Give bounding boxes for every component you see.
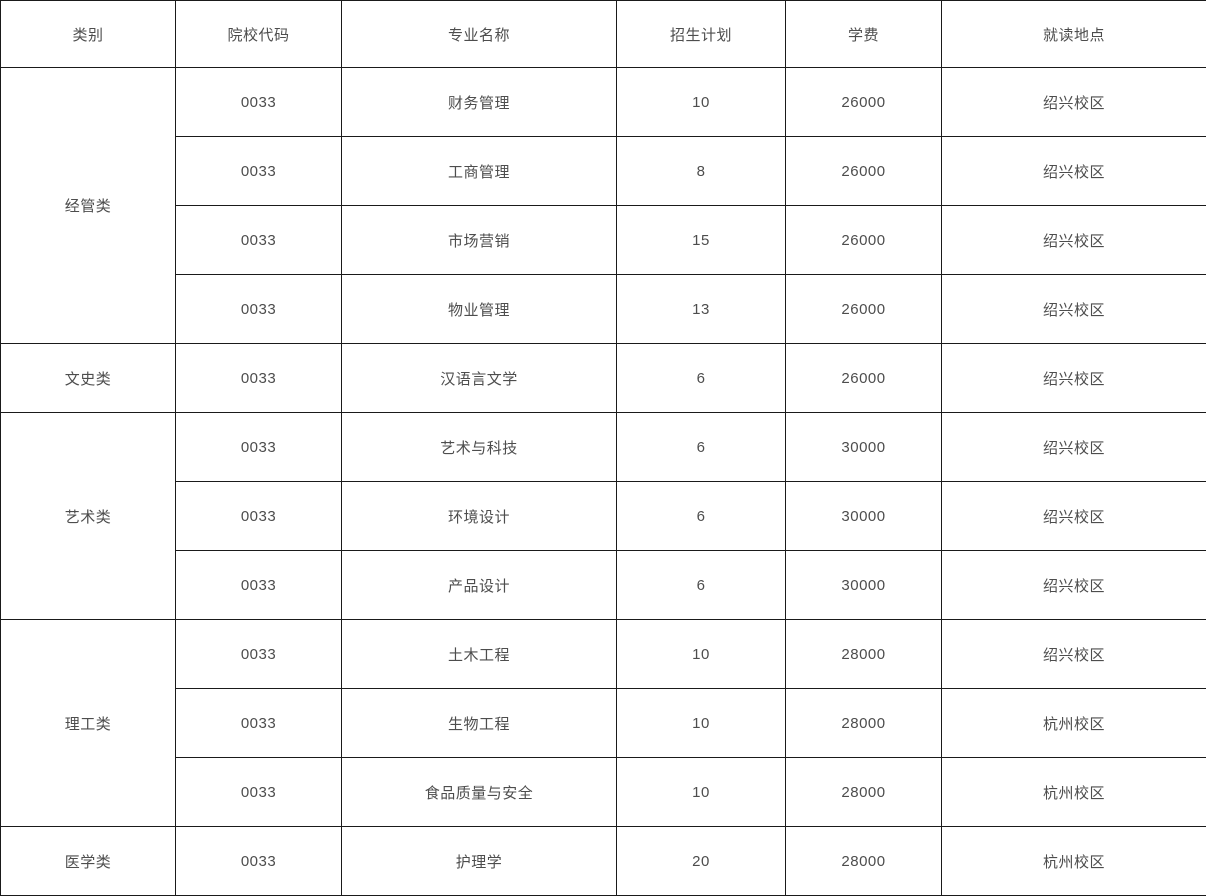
cell-enrollment-plan: 10 [617,758,786,827]
cell-location: 杭州校区 [942,689,1206,758]
cell-tuition: 26000 [786,68,942,137]
cell-tuition: 28000 [786,620,942,689]
cell-major-name: 财务管理 [342,68,617,137]
cell-college-code: 0033 [176,689,342,758]
cell-enrollment-plan: 6 [617,344,786,413]
cell-college-code: 0033 [176,413,342,482]
cell-tuition: 26000 [786,137,942,206]
category-cell: 文史类 [1,344,176,413]
cell-college-code: 0033 [176,551,342,620]
cell-location: 杭州校区 [942,827,1206,896]
cell-major-name: 工商管理 [342,137,617,206]
cell-major-name: 汉语言文学 [342,344,617,413]
cell-location: 杭州校区 [942,758,1206,827]
cell-location: 绍兴校区 [942,620,1206,689]
cell-location: 绍兴校区 [942,206,1206,275]
cell-enrollment-plan: 6 [617,482,786,551]
cell-major-name: 生物工程 [342,689,617,758]
cell-location: 绍兴校区 [942,551,1206,620]
cell-major-name: 护理学 [342,827,617,896]
cell-enrollment-plan: 6 [617,551,786,620]
cell-enrollment-plan: 8 [617,137,786,206]
cell-college-code: 0033 [176,344,342,413]
cell-enrollment-plan: 6 [617,413,786,482]
cell-tuition: 30000 [786,551,942,620]
column-header-major-name: 专业名称 [342,1,617,68]
column-header-location: 就读地点 [942,1,1206,68]
column-header-college-code: 院校代码 [176,1,342,68]
category-cell: 理工类 [1,620,176,827]
cell-location: 绍兴校区 [942,482,1206,551]
cell-tuition: 26000 [786,206,942,275]
cell-enrollment-plan: 13 [617,275,786,344]
cell-college-code: 0033 [176,482,342,551]
header-row: 类别 院校代码 专业名称 招生计划 学费 就读地点 [1,1,1206,68]
cell-college-code: 0033 [176,206,342,275]
cell-college-code: 0033 [176,620,342,689]
cell-tuition: 28000 [786,758,942,827]
cell-college-code: 0033 [176,758,342,827]
cell-major-name: 产品设计 [342,551,617,620]
cell-college-code: 0033 [176,137,342,206]
cell-tuition: 28000 [786,689,942,758]
cell-major-name: 市场营销 [342,206,617,275]
cell-major-name: 环境设计 [342,482,617,551]
cell-major-name: 艺术与科技 [342,413,617,482]
cell-location: 绍兴校区 [942,137,1206,206]
category-cell: 艺术类 [1,413,176,620]
cell-enrollment-plan: 15 [617,206,786,275]
cell-enrollment-plan: 10 [617,689,786,758]
cell-enrollment-plan: 20 [617,827,786,896]
cell-college-code: 0033 [176,827,342,896]
cell-major-name: 食品质量与安全 [342,758,617,827]
cell-major-name: 物业管理 [342,275,617,344]
cell-tuition: 30000 [786,482,942,551]
cell-tuition: 26000 [786,275,942,344]
cell-location: 绍兴校区 [942,413,1206,482]
cell-location: 绍兴校区 [942,275,1206,344]
cell-major-name: 土木工程 [342,620,617,689]
cell-location: 绍兴校区 [942,344,1206,413]
category-cell: 医学类 [1,827,176,896]
cell-college-code: 0033 [176,275,342,344]
cell-tuition: 26000 [786,344,942,413]
category-cell: 经管类 [1,68,176,344]
cell-tuition: 30000 [786,413,942,482]
cell-tuition: 28000 [786,827,942,896]
column-header-enrollment-plan: 招生计划 [617,1,786,68]
column-header-tuition: 学费 [786,1,942,68]
cell-location: 绍兴校区 [942,68,1206,137]
table-header: 类别 院校代码 专业名称 招生计划 学费 就读地点 [1,1,1206,68]
cell-enrollment-plan: 10 [617,68,786,137]
cell-enrollment-plan: 10 [617,620,786,689]
column-header-category: 类别 [1,1,176,68]
cell-college-code: 0033 [176,68,342,137]
